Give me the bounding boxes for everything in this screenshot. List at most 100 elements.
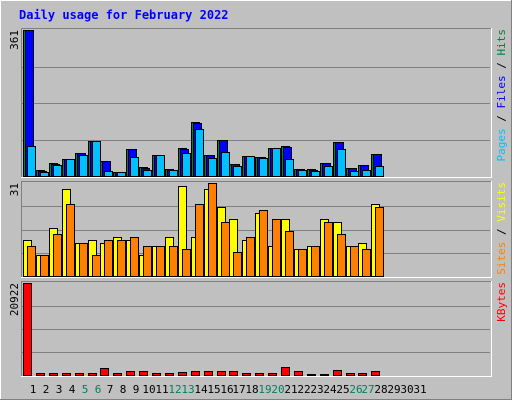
legend-part-1: /: [495, 109, 508, 129]
bar-kbytes-day-3: [49, 373, 58, 376]
bar-sites-day-3: [53, 234, 62, 277]
bar-kbytes-day-24: [320, 374, 329, 376]
y-max-label: 361: [8, 30, 21, 50]
bar-pages-day-20: [272, 148, 281, 177]
x-tick-label-14: 14: [194, 383, 208, 396]
bar-kbytes-day-9: [126, 371, 135, 376]
bar-sites-day-14: [195, 204, 204, 277]
x-tick-label-2: 2: [43, 383, 50, 396]
bar-sites-day-12: [169, 246, 178, 277]
bar-sites-day-6: [92, 255, 101, 277]
x-tick-label-4: 4: [69, 383, 76, 396]
bar-pages-day-13: [182, 153, 191, 177]
bar-kbytes-day-7: [100, 368, 109, 376]
bar-pages-day-16: [221, 152, 230, 177]
bar-sites-day-27: [362, 249, 371, 277]
bar-sites-day-15: [208, 183, 217, 277]
legend-part-4: Hits: [495, 29, 508, 56]
bar-kbytes-day-26: [346, 373, 355, 376]
bar-kbytes-day-18: [242, 373, 251, 376]
bar-sites-day-21: [285, 231, 294, 277]
x-tick-label-29: 29: [387, 383, 400, 396]
bar-kbytes-day-19: [255, 373, 264, 376]
bar-pages-day-21: [285, 159, 294, 177]
bar-sites-day-5: [79, 243, 88, 277]
bar-kbytes-day-25: [333, 370, 342, 376]
panel-kbytes: 20922 KBytes: [8, 281, 508, 377]
bar-sites-day-24: [324, 222, 333, 277]
x-tick-label-15: 15: [207, 383, 220, 396]
bar-sites-day-9: [130, 237, 139, 277]
bar-pages-day-28: [375, 166, 384, 177]
bar-sites-day-11: [156, 246, 165, 277]
bar-kbytes-day-27: [358, 373, 367, 376]
bar-pages-day-15: [208, 158, 217, 177]
bar-pages-day-2: [40, 172, 49, 177]
panel-frame: [21, 281, 491, 376]
x-tick-label-8: 8: [120, 383, 127, 396]
bar-pages-day-25: [337, 149, 346, 177]
panel-hits: 361 Pages / Files / Hits: [8, 28, 508, 178]
x-tick-label-21: 21: [284, 383, 297, 396]
bar-sites-day-8: [117, 240, 126, 277]
bar-pages-day-14: [195, 129, 204, 177]
bar-pages-day-7: [104, 171, 113, 177]
bar-pages-day-26: [350, 171, 359, 177]
bar-sites-day-16: [221, 222, 230, 277]
panel-visits: 31 Sites / Visits: [8, 181, 508, 278]
bar-pages-day-5: [79, 155, 88, 177]
bar-kbytes-day-23: [307, 374, 316, 376]
x-tick-label-6: 6: [95, 383, 102, 396]
y-max-label: 20922: [8, 283, 21, 316]
bar-pages-day-6: [92, 141, 101, 177]
legend-part-0: Pages: [495, 128, 508, 161]
x-tick-label-24: 24: [323, 383, 337, 396]
bar-sites-day-26: [350, 246, 359, 277]
legend-part-1: /: [495, 222, 508, 242]
legend-part-0: Sites: [495, 242, 508, 275]
legend-part-0: KBytes: [495, 282, 508, 322]
bar-pages-day-22: [298, 170, 307, 177]
bar-pages-day-24: [324, 166, 333, 177]
bar-sites-day-7: [104, 240, 113, 277]
bar-kbytes-day-10: [139, 371, 148, 376]
y-max-label: 31: [8, 183, 21, 196]
chart-title: Daily usage for February 2022: [19, 8, 229, 22]
legend-part-2: Visits: [495, 182, 508, 222]
series-legend: Pages / Files / Hits: [495, 29, 508, 162]
x-tick-label-11: 11: [155, 383, 168, 396]
bar-pages-day-17: [233, 166, 242, 177]
x-tick-label-30: 30: [400, 383, 413, 396]
bar-pages-day-10: [143, 170, 152, 177]
x-tick-label-22: 22: [297, 383, 310, 396]
x-tick-label-23: 23: [310, 383, 323, 396]
bar-kbytes-day-15: [204, 371, 213, 376]
x-tick-label-25: 25: [336, 383, 349, 396]
bar-sites-day-25: [337, 234, 346, 277]
bar-sites-day-20: [272, 219, 281, 277]
bar-sites-day-4: [66, 204, 75, 277]
bar-kbytes-day-21: [281, 367, 290, 376]
legend-part-3: /: [495, 56, 508, 76]
x-tick-label-13: 13: [181, 383, 194, 396]
legend-part-2: Files: [495, 75, 508, 108]
x-tick-label-26: 26: [349, 383, 362, 396]
bar-kbytes-day-8: [113, 373, 122, 376]
bar-sites-day-2: [40, 255, 49, 277]
bar-kbytes-day-5: [75, 373, 84, 376]
bar-sites-day-23: [311, 246, 320, 277]
bar-sites-day-10: [143, 246, 152, 277]
bar-sites-day-18: [246, 237, 255, 277]
bar-pages-day-19: [259, 158, 268, 177]
x-tick-label-18: 18: [245, 383, 258, 396]
bar-kbytes-day-22: [294, 371, 303, 376]
x-tick-label-19: 19: [258, 383, 271, 396]
bar-pages-day-12: [169, 170, 178, 177]
bar-kbytes-day-20: [268, 373, 277, 376]
x-tick-label-17: 17: [232, 383, 245, 396]
x-tick-label-10: 10: [142, 383, 155, 396]
series-legend: KBytes: [495, 282, 508, 322]
bar-pages-day-18: [246, 156, 255, 177]
bar-kbytes-day-6: [88, 373, 97, 376]
